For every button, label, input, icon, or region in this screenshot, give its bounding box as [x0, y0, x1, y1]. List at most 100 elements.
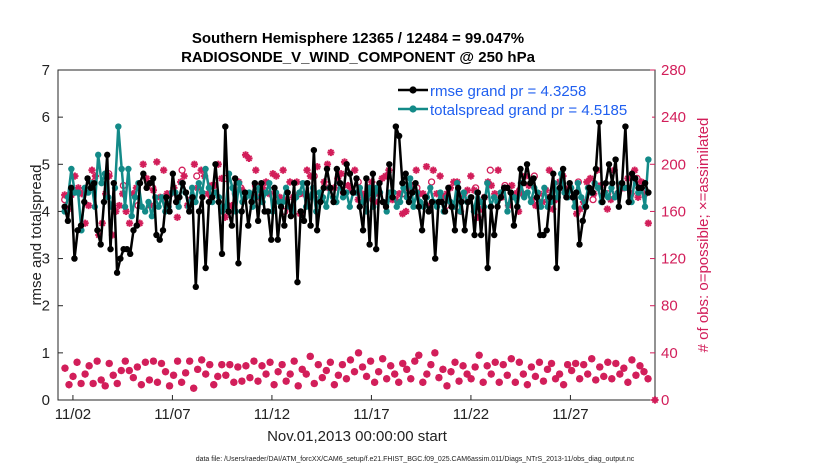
totalspread-point	[195, 179, 203, 187]
obs-marker-d2	[61, 364, 69, 372]
rmse-point	[395, 132, 403, 140]
obs-marker-d2	[508, 355, 515, 362]
totalspread-point	[490, 194, 498, 201]
y-tick-label: 4	[42, 203, 50, 220]
totalspread-point	[296, 189, 303, 196]
rmse-point	[159, 227, 167, 234]
obs-marker-d2	[604, 205, 611, 213]
rmse-point	[87, 184, 95, 192]
rmse-point	[100, 198, 108, 206]
obs-low-possible-marker	[620, 364, 628, 372]
rmse-point	[372, 245, 380, 253]
obs-marker-d2	[198, 356, 205, 364]
totalspread-point	[266, 179, 273, 187]
obs-low-possible-marker	[97, 376, 105, 384]
obs-low-possible-marker	[443, 382, 451, 390]
totalspread-point	[460, 189, 468, 196]
obs-low-possible-marker	[318, 373, 326, 382]
rmse-point	[343, 161, 350, 168]
obs-marker-d2	[596, 363, 604, 371]
rmse-point	[307, 222, 314, 229]
obs-marker-d2	[427, 361, 435, 368]
obs-marker-d2	[242, 362, 250, 370]
rmse-point	[553, 264, 560, 272]
totalspread-point	[138, 203, 146, 210]
rmse-point	[540, 231, 547, 239]
obs-marker-d2	[540, 377, 547, 385]
obs-marker-d2	[382, 172, 389, 180]
obs-low-possible-marker	[419, 378, 427, 386]
rmse-point	[569, 194, 577, 201]
obs-marker-d2	[315, 361, 322, 368]
totalspread-point	[635, 189, 642, 196]
obs-marker-d2	[580, 361, 587, 368]
y-tick-label: 0	[42, 392, 50, 409]
obs-marker	[139, 160, 147, 168]
rmse-point	[468, 194, 475, 201]
obs-marker-d2	[234, 363, 242, 371]
obs-low-possible-marker	[306, 352, 314, 361]
rmse-point	[461, 227, 468, 234]
obs-marker-d2	[142, 359, 149, 366]
obs-marker	[279, 166, 287, 174]
rmse-point	[389, 194, 396, 201]
obs-low-possible-marker	[571, 359, 580, 368]
obs-low-possible-marker	[395, 378, 403, 386]
obs-marker-d2	[423, 163, 430, 170]
obs-marker-d2	[89, 380, 97, 387]
obs-marker-d2	[431, 349, 439, 357]
obs-marker-d2	[303, 370, 310, 378]
obs-low-possible-marker	[81, 370, 89, 378]
obs-marker-d2	[587, 175, 594, 182]
obs-low-possible-marker	[314, 360, 322, 369]
obs-marker-d2	[298, 366, 306, 373]
rmse-point	[645, 189, 652, 196]
left-axis-ticks: 0 1 2 3 4 5 6 7	[42, 62, 63, 409]
rmse-point	[566, 179, 573, 187]
rmse-point	[77, 222, 85, 229]
rmse-point	[609, 179, 616, 187]
obs-low-possible-marker	[77, 379, 85, 388]
rmse-point	[284, 189, 291, 196]
obs-marker-d2	[371, 379, 378, 386]
rmse-point	[632, 175, 639, 182]
obs-marker-d2	[512, 379, 519, 386]
obs-marker-d2	[640, 368, 648, 375]
obs-low-possible-marker	[121, 357, 129, 365]
totalspread-point	[262, 189, 270, 196]
obs-low-possible-marker	[596, 363, 604, 371]
rmse-point	[110, 179, 118, 187]
obs-low-possible-marker	[125, 366, 133, 375]
obs-marker-d2	[387, 362, 394, 370]
legend: rmse grand pr = 4.3258 totalspread grand…	[392, 78, 652, 120]
totalspread-point	[98, 179, 105, 187]
obs-marker	[180, 172, 188, 180]
obs-marker-d2	[331, 381, 338, 388]
obs-low-possible-marker	[137, 381, 146, 389]
obs-marker-d2	[436, 172, 444, 180]
obs-low-possible-marker	[499, 360, 507, 369]
rmse-point	[192, 283, 199, 291]
obs-marker-d2	[488, 182, 495, 189]
rmse-point	[254, 217, 262, 225]
obs-marker-d2	[363, 373, 370, 380]
obs-low-possible-marker	[258, 362, 266, 370]
obs-low-possible-marker	[177, 378, 186, 386]
obs-marker-d2	[471, 363, 479, 371]
obs-low-possible-marker	[61, 364, 69, 372]
obs-marker-d2	[644, 375, 652, 383]
rmse-point	[248, 198, 255, 206]
rmse-point	[458, 198, 465, 206]
obs-marker-d2	[383, 375, 390, 383]
obs-low-possible-marker	[198, 356, 206, 364]
obs-marker-d2	[146, 376, 153, 384]
obs-low-possible-marker	[294, 382, 302, 390]
obs-marker-d2	[411, 357, 419, 365]
rmse-point	[471, 231, 478, 239]
obs-low-possible-marker	[403, 365, 411, 374]
rmse-point	[448, 203, 455, 210]
rmse-point	[61, 203, 68, 210]
rmse-point	[432, 255, 439, 262]
totalspread-point	[188, 184, 196, 192]
totalspread-point	[346, 203, 353, 210]
